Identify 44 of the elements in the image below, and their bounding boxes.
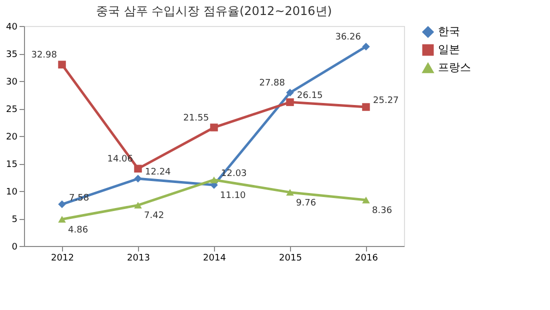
point	[286, 188, 294, 196]
point	[58, 60, 66, 68]
x-tick-label: 2016	[355, 254, 378, 264]
y-tick-label: 30	[6, 78, 18, 88]
y-tick-label: 0	[12, 242, 18, 252]
data-label: 9.76	[296, 198, 316, 208]
data-label: 25.27	[373, 96, 399, 106]
point	[134, 164, 142, 173]
point	[58, 200, 66, 208]
point	[134, 174, 142, 183]
y-tick-label: 5	[12, 215, 18, 225]
data-label: 26.15	[297, 91, 323, 102]
data-label: 12.24	[145, 168, 172, 178]
point	[362, 196, 370, 204]
data-label: 4.86	[68, 225, 88, 236]
data-label: 8.36	[372, 206, 392, 216]
point	[286, 98, 294, 106]
y-tick-label: 15	[6, 160, 18, 170]
point	[362, 103, 370, 111]
y-tick-label: 40	[6, 22, 18, 32]
point	[134, 202, 142, 209]
data-label: 11.10	[220, 190, 246, 201]
point	[210, 124, 218, 132]
y-tick-label: 25	[6, 105, 18, 115]
point	[286, 88, 294, 97]
y-tick-label: 20	[6, 132, 18, 142]
x-tick-label: 2012	[51, 254, 74, 264]
y-tick-label: 35	[6, 50, 18, 60]
data-label: 36.26	[335, 32, 362, 43]
legend-label: 프랑스	[438, 61, 471, 74]
point	[58, 216, 66, 223]
y-tick-label: 10	[6, 188, 18, 198]
data-label: 27.88	[259, 78, 286, 89]
point	[362, 42, 370, 50]
x-tick-label: 2014	[203, 254, 226, 264]
point	[210, 176, 218, 184]
x-tick-label: 2015	[279, 254, 302, 264]
chart-title: 중국 삼푸 수입시장 점유율(2012~2016년)	[96, 4, 332, 18]
data-label: 32.98	[31, 50, 58, 61]
data-label: 21.55	[183, 113, 209, 124]
legend-label: 한국	[438, 25, 460, 38]
legend-label: 일본	[438, 43, 460, 56]
data-label: 7.42	[144, 211, 164, 222]
x-tick-label: 2013	[127, 254, 150, 264]
